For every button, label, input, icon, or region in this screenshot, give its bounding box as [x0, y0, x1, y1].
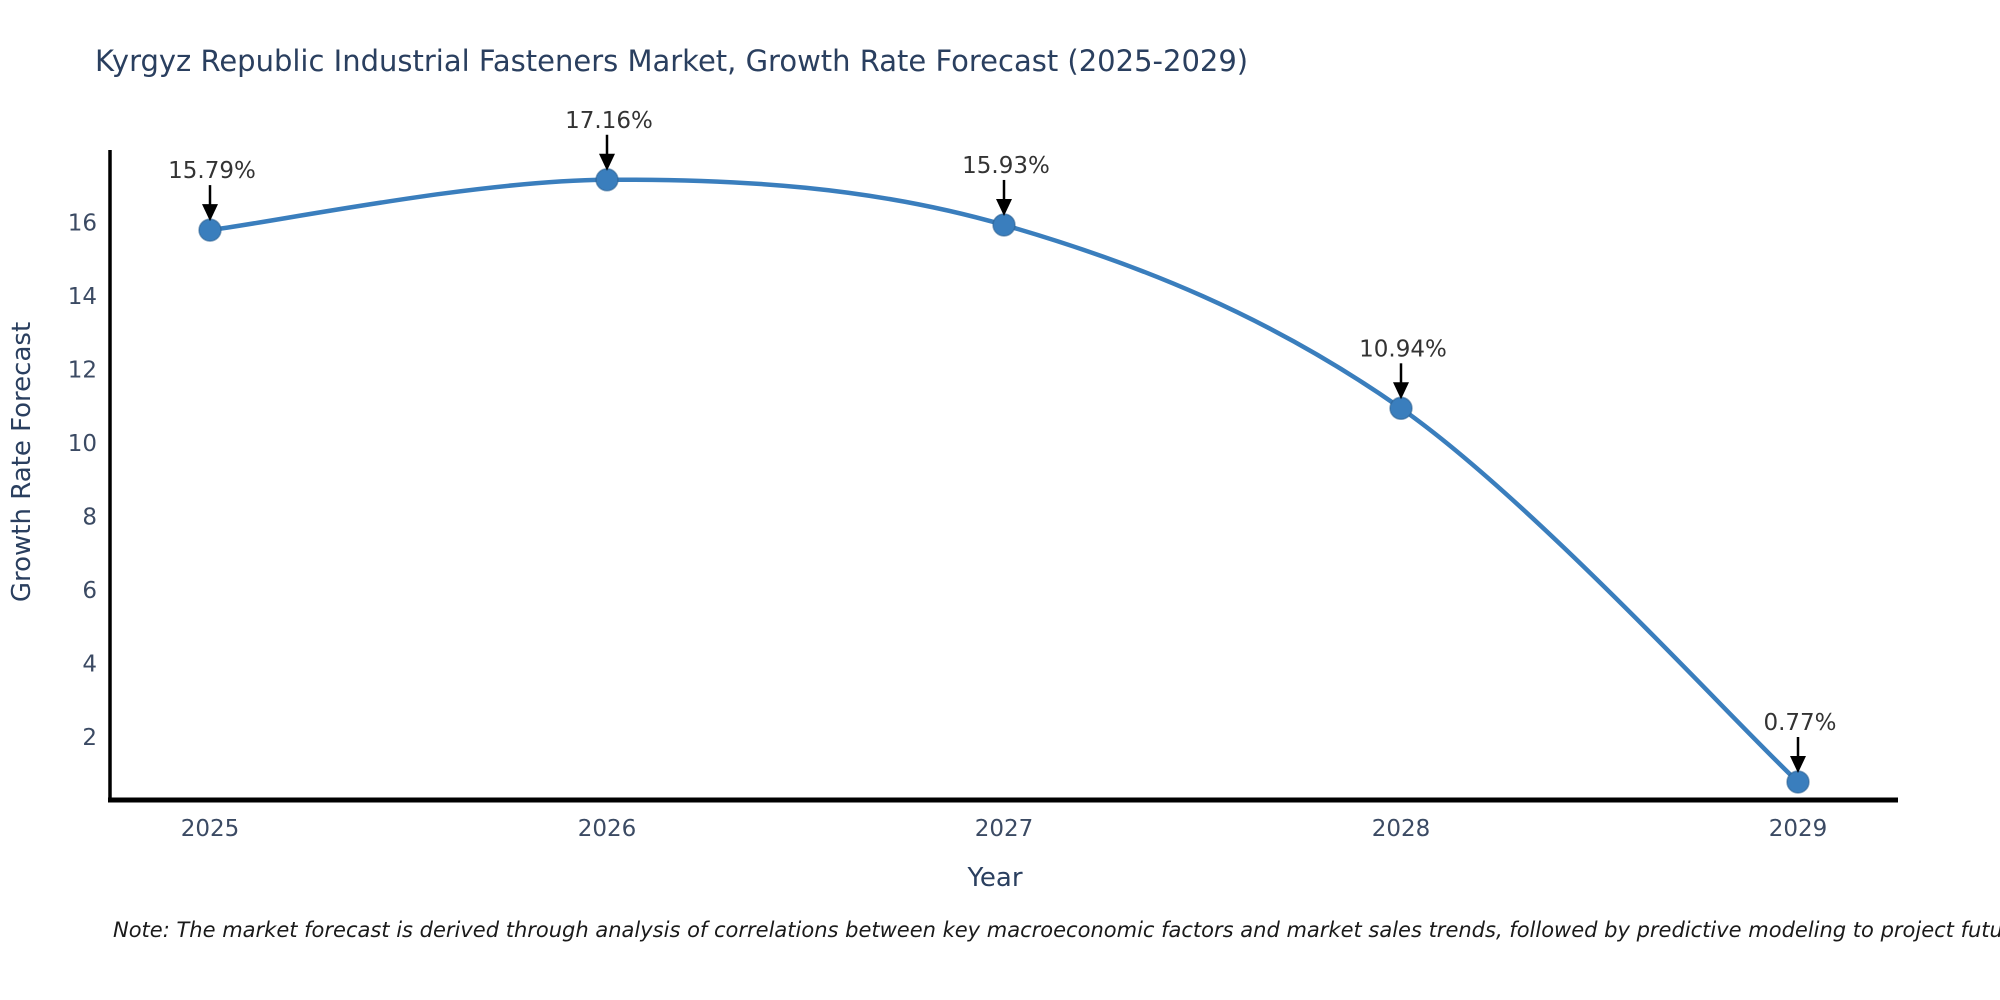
x-tick-label: 2025	[181, 816, 240, 842]
annotation-value-label: 15.79%	[168, 158, 256, 184]
annotation-arrow-head	[599, 153, 615, 171]
x-tick-label: 2026	[578, 816, 637, 842]
chart-title: Kyrgyz Republic Industrial Fasteners Mar…	[95, 44, 1249, 78]
y-tick-label: 6	[82, 578, 97, 604]
y-tick-label: 2	[82, 725, 97, 751]
x-tick-label: 2029	[1769, 816, 1828, 842]
annotation-arrow-head	[1393, 382, 1409, 400]
y-tick-label: 14	[68, 284, 97, 310]
forecast-line-series	[207, 177, 1801, 785]
annotation-arrow-head	[996, 198, 1012, 216]
chart-footnote: Note: The market forecast is derived thr…	[113, 918, 2000, 942]
data-point-marker	[1389, 396, 1413, 421]
data-point-marker	[1786, 770, 1810, 794]
y-tick-label: 10	[68, 431, 97, 457]
x-tick-label: 2027	[975, 816, 1034, 842]
y-tick-label: 4	[82, 651, 97, 677]
y-tick-label: 12	[68, 357, 97, 383]
data-point-marker	[595, 168, 619, 192]
annotation-arrow-head	[202, 204, 218, 222]
y-tick-label: 16	[68, 210, 97, 236]
annotation-value-label: 0.77%	[1763, 710, 1836, 736]
x-axis-title: Year	[966, 863, 1022, 893]
y-axis-title: Growth Rate Forecast	[7, 322, 37, 602]
y-tick-label: 8	[82, 504, 97, 530]
data-point-marker	[992, 213, 1016, 237]
data-point-marker	[198, 218, 222, 242]
annotation-value-label: 10.94%	[1359, 336, 1447, 362]
annotation-value-label: 17.16%	[565, 108, 653, 134]
annotation-value-label: 15.93%	[962, 153, 1050, 179]
annotation-arrow-head	[1790, 755, 1806, 773]
x-tick-label: 2028	[1372, 816, 1431, 842]
